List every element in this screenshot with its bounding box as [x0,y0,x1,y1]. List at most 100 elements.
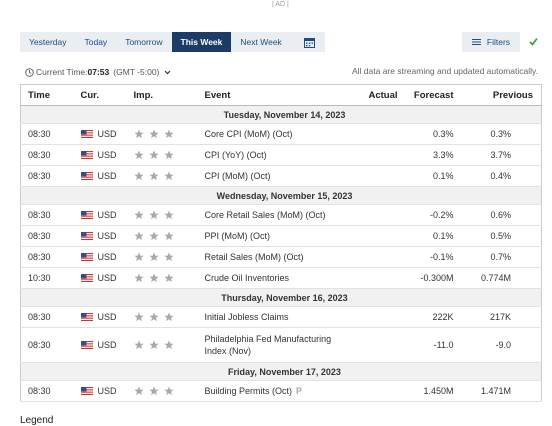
time: 08:30 [20,380,74,402]
importance-stars [133,129,174,139]
importance [126,123,198,145]
forecast: -0.300M [405,267,462,289]
event-name: Initial Jobless Claims [204,312,289,322]
time: 08:30 [20,204,74,226]
actual [355,165,406,187]
actual [355,123,406,145]
day-label: Thursday, November 16, 2023 [20,288,542,307]
importance-stars [133,210,174,220]
event-name: PPI (MoM) (Oct) [204,231,271,241]
us-flag [80,386,93,396]
column-header: Actual [355,84,406,106]
forecast: -0.2% [405,204,462,226]
actual [355,306,406,328]
currency-code: USD [97,386,117,396]
event-row[interactable]: 08:30 USD Philadelphia Fed Manufacturing I… [20,327,542,363]
forecast: 0.1% [405,165,462,187]
header-row: Time Cur. Imp. Event Actual Forecast Previous [20,84,542,106]
actual [355,204,406,226]
event: Core Retail Sales (MoM) (Oct) [197,204,356,226]
actual [355,380,406,402]
event-row[interactable]: 08:30 USD PPI (MoM) (Oct) 0.1% 0.5% [20,225,542,247]
importance-stars [133,340,174,350]
previous: 0.4% [461,165,542,187]
previous: 1.471M [461,380,542,402]
event: CPI (YoY) (Oct) [197,144,356,166]
previous: 0.6% [461,204,542,226]
importance [126,267,198,289]
tab[interactable]: This Week [171,32,232,52]
currency: USD [73,380,127,402]
event-row[interactable]: 08:30 USD Core Retail Sales (MoM) (Oct) -0.… [20,204,542,226]
time-zone: (GMT -5:00) [113,67,160,77]
currency-code: USD [97,171,117,181]
currency-code: USD [97,129,117,139]
calendar-table: Time Cur. Imp. Event Actual Forecast Previous T… [20,84,542,402]
importance [126,144,198,166]
event: Philadelphia Fed Manufacturing Index (No… [197,327,356,363]
preliminary-mark: P [296,386,303,396]
currency: USD [73,123,127,145]
time: 08:30 [20,225,74,247]
currency-code: USD [97,150,117,160]
event: CPI (MoM) (Oct) [197,165,356,187]
event-name: CPI (MoM) (Oct) [204,171,271,181]
notice: All data are streaming and updated autom… [351,66,538,76]
importance-stars [133,252,174,262]
time: 08:30 [20,123,74,145]
column-header: Event [197,84,356,106]
time-label: Current Time: [36,67,88,77]
time: 08:30 [20,246,74,268]
event-row[interactable]: 08:30 USD CPI (MoM) (Oct) 0.1% 0.4% [20,165,542,187]
filter-icon [471,39,481,45]
importance-stars [133,150,174,160]
currency-code: USD [97,273,117,283]
calendar-icon[interactable] [304,37,315,48]
us-flag [80,273,93,283]
time: 08:30 [20,306,74,328]
tab[interactable]: Next Week [240,37,282,47]
day-row: Wednesday, November 15, 2023 [20,186,542,205]
previous: 3.7% [461,144,542,166]
previous: 0.5% [461,225,542,247]
filters-button[interactable]: Filters [462,32,520,52]
us-flag [80,252,93,262]
tab[interactable]: Today [84,37,108,47]
event-row[interactable]: 08:30 USD Retail Sales (MoM) (Oct) -0.1% 0.7… [20,246,542,268]
importance-stars [133,273,174,283]
previous: 0.774M [461,267,542,289]
us-flag [80,231,93,241]
day-row: Friday, November 17, 2023 [20,362,542,381]
current-time[interactable]: Current Time: 07:53 (GMT -5:00) [25,67,171,77]
event-row[interactable]: 08:30 USD Core CPI (MoM) (Oct) 0.3% 0.3% [20,123,542,145]
event-row[interactable]: 10:30 USD Crude Oil Inventories -0.300M 0.77… [20,267,542,289]
forecast: -11.0 [405,327,462,363]
event-row[interactable]: 08:30 USD Building Permits (Oct) P 1.450M 1.4… [20,380,542,402]
event-name: Building Permits (Oct) [204,386,293,396]
us-flag [80,129,93,139]
importance-stars [133,171,174,181]
time: 08:30 [20,327,74,363]
dropdown-arrow [164,70,171,74]
currency: USD [73,267,127,289]
event: PPI (MoM) (Oct) [197,225,356,247]
forecast: 3.3% [405,144,462,166]
currency: USD [73,246,127,268]
legend-label: Legend [20,415,54,426]
previous: 0.3% [461,123,542,145]
tab[interactable]: Tomorrow [125,37,163,47]
event-row[interactable]: 08:30 USD Initial Jobless Claims 222K 217K [20,306,542,328]
event-name: Core Retail Sales (MoM) (Oct) [204,210,326,220]
event-row[interactable]: 08:30 USD CPI (YoY) (Oct) 3.3% 3.7% [20,144,542,166]
currency-code: USD [97,340,117,350]
tab[interactable]: Yesterday [29,37,67,47]
us-flag [80,150,93,160]
event-name: Retail Sales (MoM) (Oct) [204,252,304,262]
previous: 0.7% [461,246,542,268]
us-flag [80,312,93,322]
importance [126,380,198,402]
tab-bar: Yesterday Today Tomorrow This Week Next Week [20,32,325,52]
event-name: Core CPI (MoM) (Oct) [204,129,293,139]
previous: 217K [461,306,542,328]
